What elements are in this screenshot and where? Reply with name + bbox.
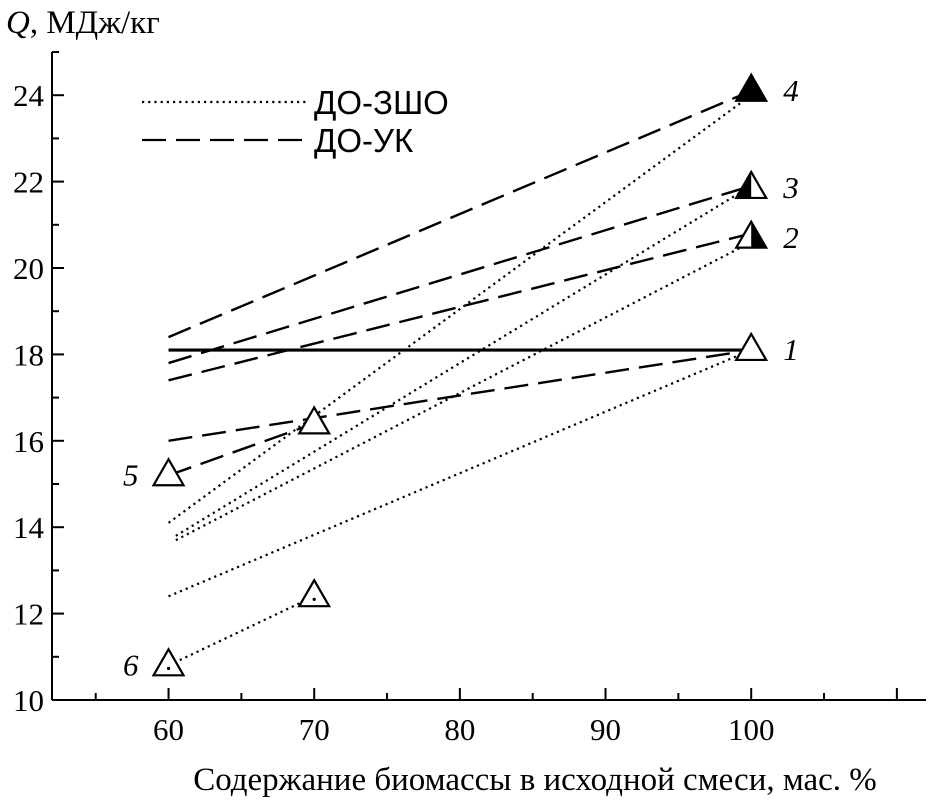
y-tick-label: 10 [13, 683, 44, 718]
curve-label: 4 [783, 73, 799, 108]
curve-label: 1 [783, 332, 799, 367]
dotted-series-line [168, 595, 315, 667]
triangle-center-dot [166, 666, 171, 671]
y-tick-label: 12 [13, 597, 44, 632]
dashed-series-line [168, 232, 752, 382]
triangle-marker: 6 [123, 647, 186, 682]
legend-item: ДО-УК [142, 122, 414, 159]
dashed-series-line [168, 422, 315, 477]
y-axis-unit: , МДж/кг [30, 5, 160, 41]
dotted-series-line [167, 94, 752, 524]
y-tick-label: 24 [13, 78, 45, 113]
y-axis-symbol: Q [6, 5, 30, 41]
y-tick-label: 18 [13, 337, 44, 372]
x-tick-label: 80 [444, 712, 475, 747]
triangle-marker [297, 577, 332, 608]
triangle-center-dot [312, 597, 316, 601]
triangle-shape [297, 405, 332, 435]
dotted-series-line [175, 241, 752, 542]
triangle-marker [297, 405, 332, 435]
x-tick-label: 100 [728, 712, 775, 747]
legend-item: ДО-ЗШО [142, 84, 449, 121]
triangle-shape [734, 72, 769, 102]
y-tick-label: 16 [13, 424, 44, 459]
triangle-marker: 2 [734, 219, 799, 255]
triangle-half-fill [736, 171, 752, 198]
x-tick-label: 90 [590, 712, 621, 747]
y-tick-label: 22 [13, 165, 44, 200]
dotted-series-line [175, 184, 752, 537]
triangle-marker: 1 [734, 331, 799, 367]
triangle-marker: 4 [734, 72, 799, 108]
curve-label: 2 [783, 220, 799, 255]
dotted-series-line [168, 349, 752, 598]
y-axis-title: Q, МДж/кг [6, 5, 160, 41]
x-tick-label: 60 [153, 712, 184, 747]
dashed-series-line [168, 89, 752, 339]
curve-label: 3 [782, 170, 799, 205]
triangle-shape [734, 331, 769, 362]
triangle-shape [297, 577, 332, 608]
y-tick-label: 20 [13, 251, 44, 286]
curve-label: 6 [123, 647, 139, 682]
legend-label: ДО-ЗШО [314, 84, 449, 121]
x-tick-label: 70 [299, 712, 330, 747]
series-layer [167, 89, 752, 667]
dashed-series-line [168, 184, 752, 365]
y-tick-label: 14 [13, 510, 45, 545]
legend-label: ДО-УК [314, 122, 414, 159]
triangle-half-fill [751, 221, 767, 248]
dashed-series-line [168, 348, 752, 442]
triangle-shape [151, 647, 186, 677]
triangle-marker: 5 [123, 457, 186, 492]
triangle-marker: 3 [734, 169, 799, 205]
x-axis-title: Содержание биомассы в исходной смеси, ма… [193, 762, 877, 798]
markers-layer: 1 2 3 4 5 6 [123, 72, 799, 682]
curve-label: 5 [123, 457, 139, 492]
triangle-shape [151, 457, 186, 487]
